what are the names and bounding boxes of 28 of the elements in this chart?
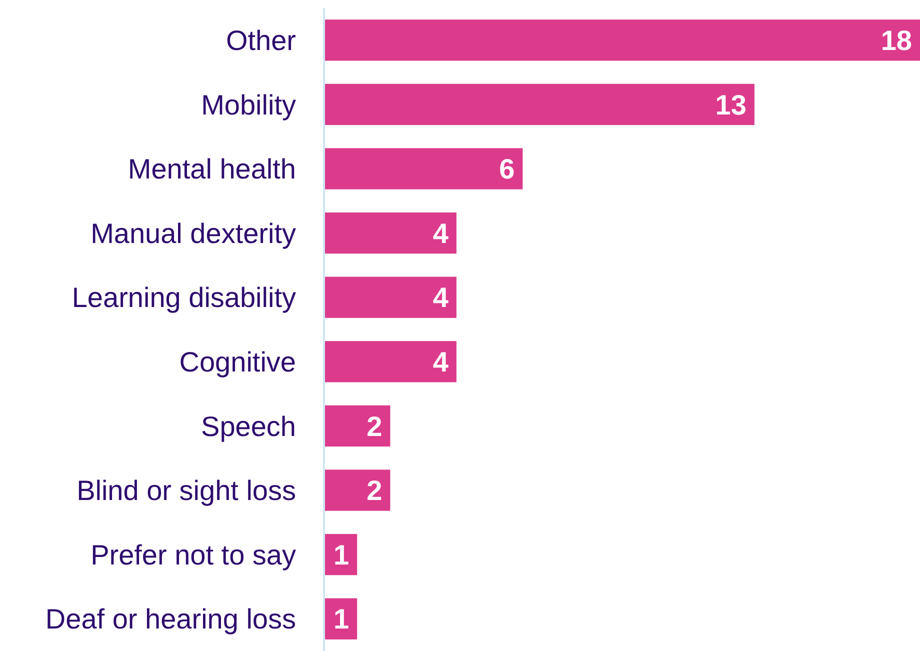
bar (324, 84, 754, 126)
bar (324, 470, 390, 511)
data-label: 18 (880, 24, 912, 56)
data-label: 2 (366, 410, 382, 442)
y-tick-label: Manual dexterity (90, 218, 296, 249)
data-label: 1 (334, 604, 350, 635)
bar (324, 212, 456, 254)
y-tick-label: Cognitive (179, 346, 296, 378)
bar (324, 341, 456, 382)
y-tick-label: Mobility (201, 89, 296, 120)
data-label: 1 (334, 539, 350, 570)
data-label: 2 (366, 475, 382, 506)
y-tick-label: Deaf or hearing loss (45, 604, 296, 635)
data-label: 4 (432, 218, 449, 249)
y-tick-label: Prefer not to say (90, 539, 296, 570)
y-tick-label: Learning disability (72, 282, 296, 314)
bar (324, 148, 523, 190)
data-label: 4 (432, 346, 449, 378)
data-label: 13 (715, 89, 746, 120)
bar (324, 20, 920, 61)
y-tick-label: Blind or sight loss (76, 475, 296, 506)
data-label: 4 (432, 282, 449, 314)
y-tick-label: Other (226, 24, 296, 56)
y-tick-label: Speech (201, 410, 296, 442)
bar (324, 276, 456, 318)
y-tick-label: Mental health (128, 154, 296, 185)
data-label: 6 (499, 154, 515, 185)
bar (324, 405, 390, 447)
